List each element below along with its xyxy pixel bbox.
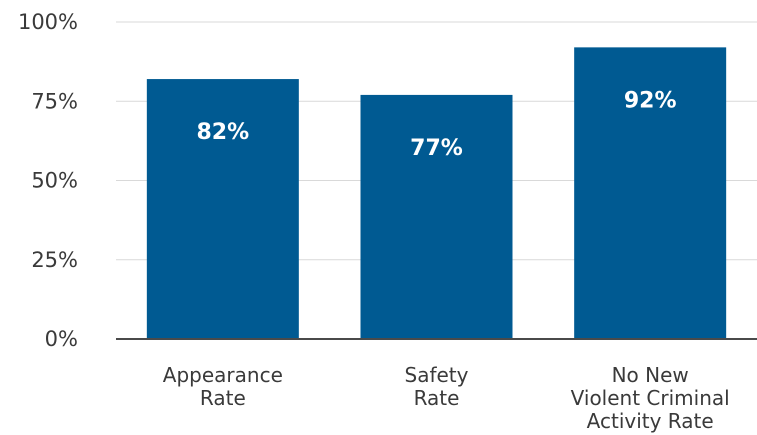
bar [360,94,513,339]
bar [574,47,727,340]
bar-data-label: 82% [196,120,249,145]
x-category-label: Violent Criminal [571,386,730,410]
x-category-label: Activity Rate [587,409,714,433]
bar-data-label: 92% [624,88,677,113]
y-tick-label: 0% [45,327,78,351]
bar-data-label: 77% [410,136,463,161]
y-tick-label: 100% [18,10,78,34]
x-category-label: Rate [414,386,460,410]
y-tick-label: 75% [31,89,78,113]
x-category-label: Rate [200,386,246,410]
y-tick-label: 50% [31,169,78,193]
x-category-label: Safety [405,363,469,387]
bar [146,79,299,339]
x-category-label: Appearance [163,363,283,387]
x-category-label: No New [612,363,689,387]
y-tick-label: 25% [31,248,78,272]
